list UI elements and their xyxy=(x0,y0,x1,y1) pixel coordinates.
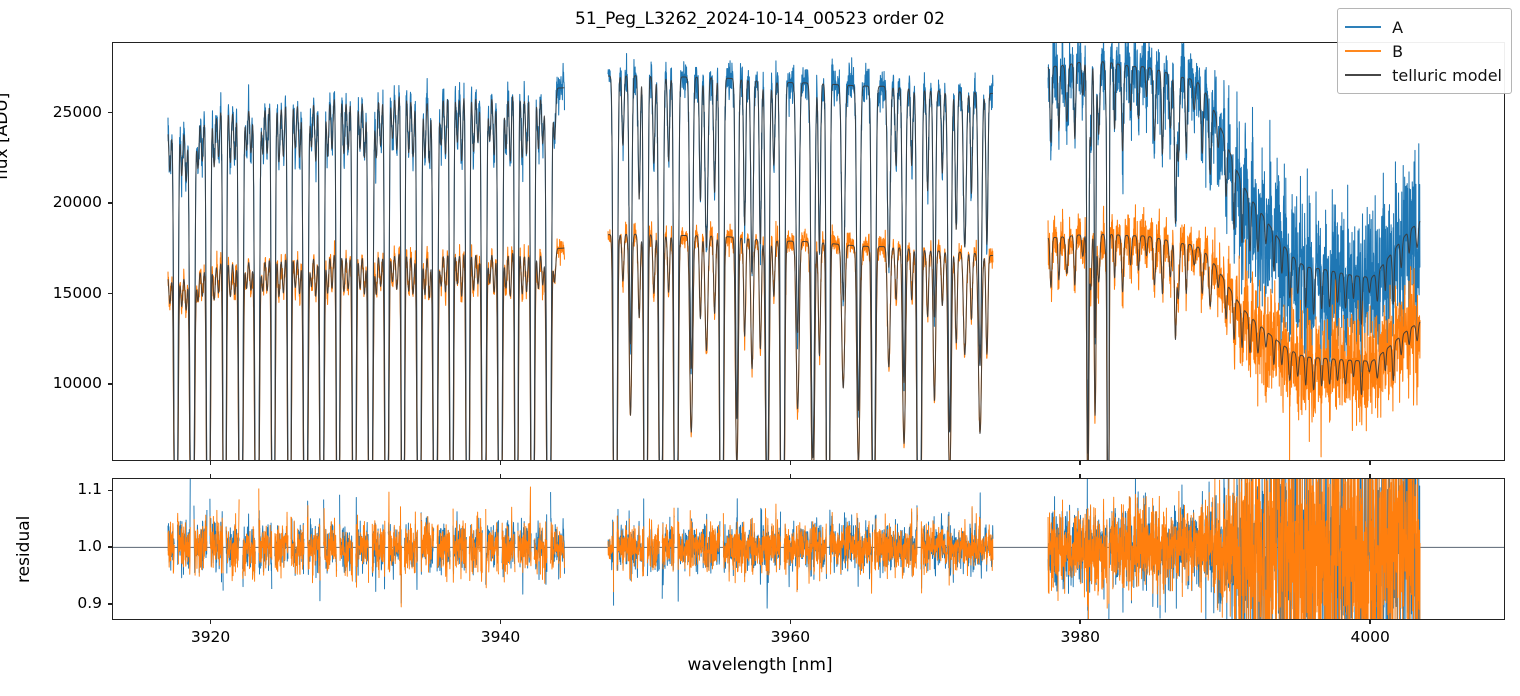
x-tick-main-bottom xyxy=(789,461,792,465)
flux-plot-canvas xyxy=(167,43,1421,460)
residual-b-segment-2 xyxy=(607,503,994,594)
telluric-model-b-segment-1 xyxy=(167,247,565,460)
x-tick-label: 3940 xyxy=(480,628,521,646)
x-tick-residual-top xyxy=(499,474,502,478)
residual-plot-area xyxy=(112,478,1505,620)
page-title: 51_Peg_L3262_2024-10-14_00523 order 02 xyxy=(575,9,945,29)
x-tick-residual-bottom xyxy=(209,620,212,624)
telluric-model-b-segment-3 xyxy=(1047,233,1421,460)
main-y-axis-label: flux [ADU] xyxy=(0,92,12,180)
residual-y-tick xyxy=(108,546,112,549)
telluric-model-b-segment-2 xyxy=(607,233,994,460)
legend-swatch-b xyxy=(1345,50,1382,52)
legend-entry-b: B xyxy=(1345,39,1502,63)
legend: A B telluric model xyxy=(1337,8,1512,94)
legend-label-a: A xyxy=(1392,17,1404,37)
x-tick-residual-top xyxy=(1369,474,1372,478)
residual-y-tick-label: 1.0 xyxy=(77,537,102,556)
x-tick-residual-top xyxy=(1079,474,1082,478)
residual-b-segment-3 xyxy=(1047,479,1421,619)
telluric-model-a-segment-3 xyxy=(1047,61,1421,460)
legend-swatch-telluric-model xyxy=(1345,74,1382,76)
flux-plot-area xyxy=(112,42,1505,461)
main-y-tick-label: 10000 xyxy=(52,374,102,393)
main-y-tick xyxy=(108,111,112,114)
x-tick-residual-bottom xyxy=(1369,620,1372,624)
x-tick-main-bottom xyxy=(499,461,502,465)
x-tick-residual-bottom xyxy=(1079,620,1082,624)
x-tick-label: 3960 xyxy=(770,628,811,646)
main-y-tick xyxy=(108,292,112,295)
residual-y-tick-label: 0.9 xyxy=(77,594,102,613)
residual-y-tick-label: 1.1 xyxy=(77,480,102,499)
residual-b-segment-1 xyxy=(167,486,565,608)
x-tick-residual-bottom xyxy=(789,620,792,624)
legend-entry-a: A xyxy=(1345,15,1502,39)
main-y-tick xyxy=(108,383,112,385)
legend-swatch-a xyxy=(1345,26,1382,28)
telluric-model-a-segment-1 xyxy=(167,87,565,460)
main-y-tick-label: 15000 xyxy=(52,283,102,302)
residual-plot-canvas xyxy=(113,479,1504,619)
x-tick-label: 3980 xyxy=(1060,628,1100,646)
x-tick-main-bottom xyxy=(1079,461,1082,465)
x-tick-label: 4000 xyxy=(1350,628,1390,646)
x-tick-residual-bottom xyxy=(499,620,502,624)
x-tick-residual-top xyxy=(209,474,212,478)
x-axis-label: wavelength [nm] xyxy=(687,655,833,675)
x-tick-main-bottom xyxy=(209,461,212,465)
x-tick-label: 3920 xyxy=(190,628,231,646)
telluric-model-a-segment-2 xyxy=(607,75,994,460)
legend-label-telluric-model: telluric model xyxy=(1392,65,1502,85)
x-tick-main-bottom xyxy=(1369,461,1372,465)
main-y-tick-label: 20000 xyxy=(52,193,102,212)
legend-label-b: B xyxy=(1392,41,1404,61)
legend-entry-telluric-model: telluric model xyxy=(1345,63,1502,87)
main-y-tick xyxy=(108,202,112,204)
residual-y-tick xyxy=(108,603,112,605)
main-y-tick-label: 25000 xyxy=(52,102,102,121)
residual-y-tick xyxy=(108,489,112,492)
residual-y-axis-label: residual xyxy=(14,515,34,583)
x-tick-residual-top xyxy=(789,474,792,478)
